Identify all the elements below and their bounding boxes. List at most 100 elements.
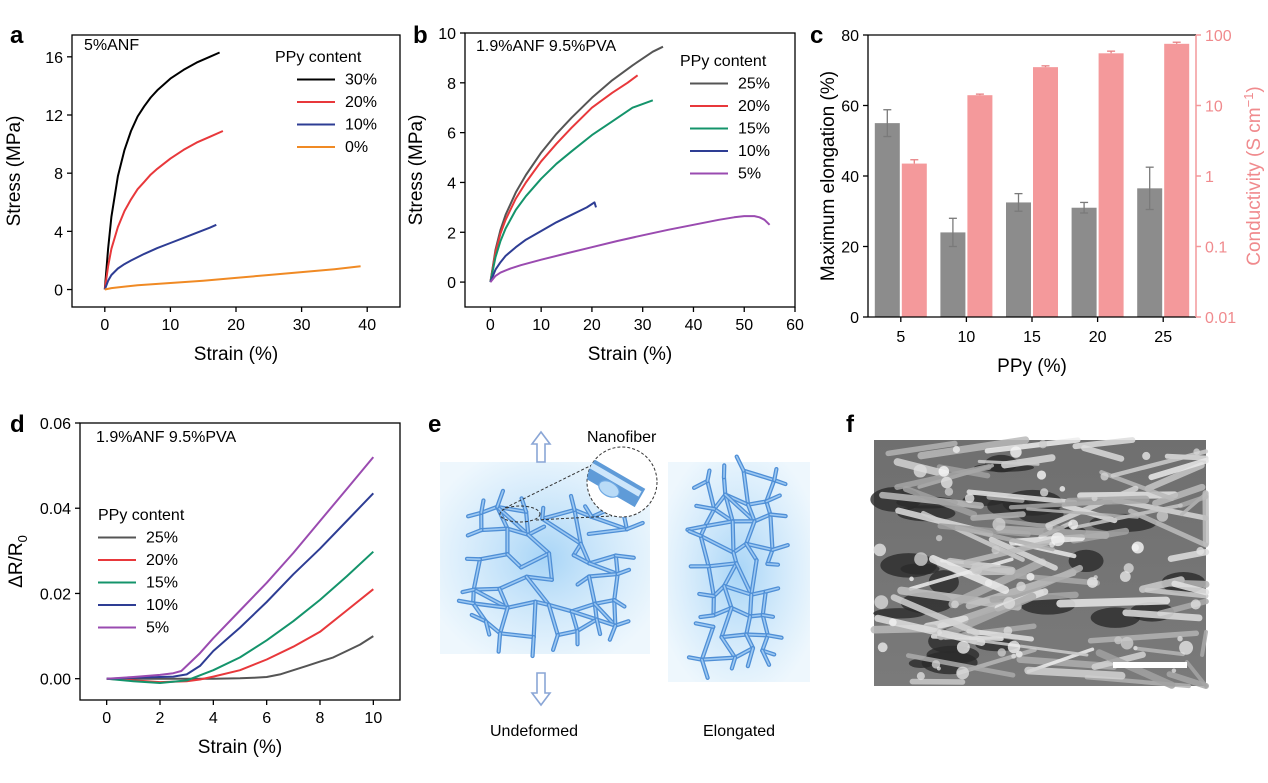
panel-label-f: f <box>846 411 855 438</box>
sem-nodule <box>1036 470 1047 480</box>
elongation-bar-5 <box>874 123 900 317</box>
sem-fiber <box>936 592 1037 641</box>
sem-nodule <box>1131 541 1144 554</box>
fiber-highlight <box>570 610 579 632</box>
x-tick-label: 30 <box>293 317 311 334</box>
x-tick-label: 2 <box>156 710 165 727</box>
fiber-highlight <box>686 525 706 531</box>
right-tick-label: 1 <box>1205 169 1214 186</box>
fiber-highlight <box>767 634 783 639</box>
sem-nodule <box>938 466 950 477</box>
fiber-highlight <box>458 599 474 605</box>
fiber-highlight <box>496 506 530 536</box>
legend-label-15%: 15% <box>738 121 770 138</box>
sem-fiber <box>1081 445 1125 462</box>
x-tick-label: 25 <box>1154 329 1172 346</box>
sem-fiber <box>1171 580 1210 596</box>
sem-nodule <box>888 618 897 627</box>
fiber-highlight <box>472 558 481 591</box>
sem-nodule <box>1120 636 1134 650</box>
sem-fiber <box>1133 646 1185 657</box>
x-axis-label: Strain (%) <box>588 344 672 365</box>
sem-fiber <box>1166 671 1209 689</box>
sem-fiber <box>1144 587 1209 599</box>
sem-nodule <box>1026 572 1035 581</box>
fiber-highlight <box>520 497 527 513</box>
fiber-highlight <box>720 636 736 659</box>
sem-fiber <box>984 437 1081 454</box>
y-tick-label: 0.06 <box>40 416 71 433</box>
fiber-highlight <box>588 575 596 605</box>
sem-fiber <box>977 459 1040 466</box>
sem-nodule <box>1091 495 1098 502</box>
fiber-highlight <box>506 553 522 569</box>
legend-label-25%: 25% <box>738 76 770 93</box>
y-tick-label: 16 <box>45 50 63 67</box>
x-tick-label: 40 <box>685 317 703 334</box>
fiber-highlight <box>747 647 754 667</box>
sem-nodule <box>909 576 914 582</box>
series-line-10% <box>103 223 217 290</box>
x-axis-label: PPy (%) <box>997 356 1067 377</box>
x-tick-label: 15 <box>1023 329 1041 346</box>
sem-nodule <box>956 640 970 654</box>
sem-nodule <box>952 445 960 454</box>
sem-nodule <box>1100 472 1109 481</box>
legend-label-0%: 0% <box>345 139 368 156</box>
panel-label-e: e <box>428 411 441 438</box>
fiber-highlight <box>541 517 582 545</box>
fiber-highlight <box>769 513 774 551</box>
conductivity-bar-5 <box>901 163 927 317</box>
legend-title: PPy content <box>680 53 767 70</box>
fiber-highlight <box>506 527 530 536</box>
x-tick-label: 30 <box>634 317 652 334</box>
sem-nodule <box>1087 577 1098 588</box>
fiber-highlight <box>595 618 601 635</box>
series-line-5% <box>489 215 771 283</box>
sem-nodule <box>874 595 889 610</box>
fiber-highlight <box>745 633 754 649</box>
fiber-highlight <box>527 525 545 536</box>
right-axis-label: Conductivity (S cm−1) <box>1241 86 1265 266</box>
x-tick-label: 4 <box>209 710 218 727</box>
series-line-10% <box>489 201 597 283</box>
legend-label-20%: 20% <box>345 94 377 111</box>
fiber-highlight <box>480 506 499 514</box>
sem-fiber <box>885 440 958 457</box>
fiber-highlight <box>720 633 748 638</box>
fiber-highlight <box>531 636 535 657</box>
fiber-highlight <box>766 549 774 565</box>
fiber-highlight <box>765 500 772 516</box>
fiber-highlight <box>532 600 537 638</box>
fiber-highlight <box>498 588 509 609</box>
sem-nodule <box>1003 626 1013 636</box>
fiber-highlight <box>773 468 778 481</box>
elongation-bar-20 <box>1071 207 1097 317</box>
sem-fiber <box>995 525 1110 540</box>
fiber-highlight <box>480 527 509 531</box>
sem-fiber <box>1144 462 1205 492</box>
sem-fiber <box>1087 630 1200 644</box>
sem-fiber <box>1200 629 1209 657</box>
y-tick-label: 0 <box>850 310 859 327</box>
sem-nodule <box>1068 519 1079 530</box>
fiber-highlight <box>609 624 617 641</box>
fiber-highlight <box>704 520 734 527</box>
sem-nodule <box>1003 597 1016 609</box>
fiber-highlight <box>695 505 716 510</box>
fiber-highlight <box>723 585 753 596</box>
fiber-highlight <box>761 634 769 652</box>
elongation-bar-15 <box>1006 202 1031 317</box>
sem-nodule <box>1051 532 1065 547</box>
fiber-highlight <box>626 522 644 530</box>
x-tick-label: 8 <box>316 710 325 727</box>
fiber-highlight <box>745 633 769 637</box>
sem-nodule <box>991 545 1000 555</box>
fiber-highlight <box>761 614 769 637</box>
series-line-30% <box>103 51 221 290</box>
fiber-highlight <box>769 513 787 517</box>
panel-label-c: c <box>810 22 823 49</box>
x-tick-label: 5 <box>896 329 905 346</box>
sem-nodule <box>1119 571 1131 582</box>
